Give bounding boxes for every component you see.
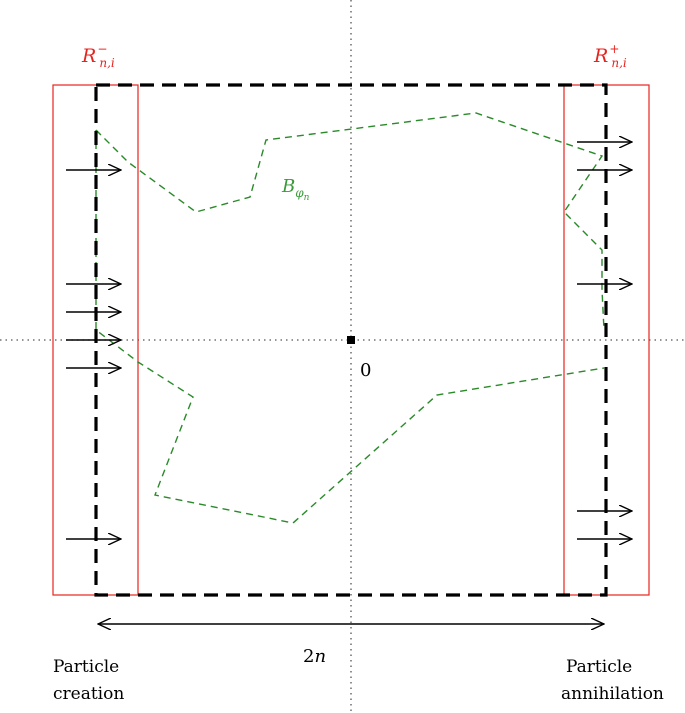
path-upper	[95, 112, 605, 331]
origin-label: 0	[360, 360, 371, 381]
left-region-label: R− n,i	[81, 42, 115, 70]
left-caption: Particle	[53, 657, 119, 677]
creation-arrows	[66, 170, 121, 539]
path-lower	[95, 130, 605, 524]
path-label: Bφn	[281, 176, 310, 203]
origin-dot	[347, 336, 355, 344]
annihilation-arrows	[577, 142, 632, 539]
right-caption-2: annihilation	[561, 684, 664, 704]
right-region-label: R+ n,i	[593, 42, 627, 70]
left-caption-2: creation	[53, 684, 124, 704]
right-caption: Particle	[566, 657, 632, 677]
right-region-box	[563, 84, 650, 596]
width-label: 2n	[303, 646, 326, 667]
